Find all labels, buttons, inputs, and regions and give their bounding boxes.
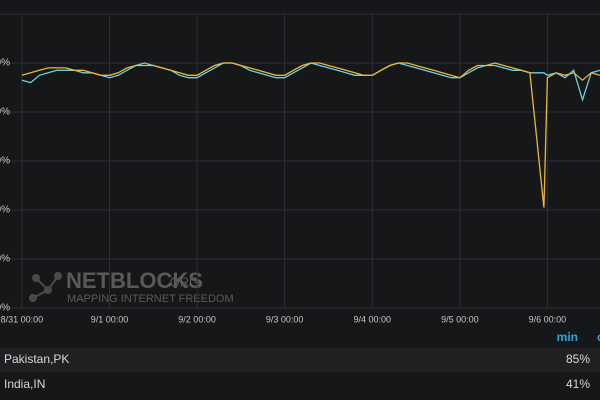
- y-tick-label: 40%: [0, 205, 10, 216]
- legend-name: India,IN: [4, 377, 45, 391]
- legend-name: Pakistan,PK: [4, 352, 69, 366]
- y-tick-label: 20%: [0, 254, 10, 265]
- y-tick-label: 60%: [0, 156, 10, 167]
- legend-header: min: [557, 330, 578, 344]
- y-tick-label: 0%: [0, 303, 10, 314]
- legend-value: 85%: [566, 352, 590, 366]
- x-tick-label: 8/31 00:00: [1, 314, 44, 324]
- legend-row-bg: [0, 348, 600, 372]
- legend-header: current: [597, 330, 600, 344]
- logo-dot: [32, 274, 40, 282]
- y-tick-label: 100%: [0, 58, 10, 69]
- y-tick-label: 80%: [0, 107, 10, 118]
- x-tick-label: 9/2 00:00: [178, 314, 216, 324]
- watermark-subtitle: MAPPING INTERNET FREEDOM: [67, 293, 234, 305]
- logo-dot: [44, 286, 52, 294]
- legend-value: 41%: [566, 377, 590, 391]
- x-tick-label: 9/4 00:00: [353, 314, 391, 324]
- x-tick-label: 9/3 00:00: [266, 314, 304, 324]
- watermark-suffix: .ORG: [166, 274, 199, 289]
- x-tick-label: 9/6 00:00: [529, 314, 567, 324]
- watermark: NETBLOCKS .ORG MAPPING INTERNET FREEDOM: [29, 268, 234, 305]
- logo-dot: [29, 294, 37, 302]
- logo-dot: [54, 272, 62, 280]
- series-line: [21, 62, 600, 208]
- x-tick-label: 9/1 00:00: [91, 314, 129, 324]
- watermark-title: NETBLOCKS: [66, 268, 203, 293]
- logo-lines: [32, 275, 59, 299]
- x-tick-label: 9/5 00:00: [441, 314, 479, 324]
